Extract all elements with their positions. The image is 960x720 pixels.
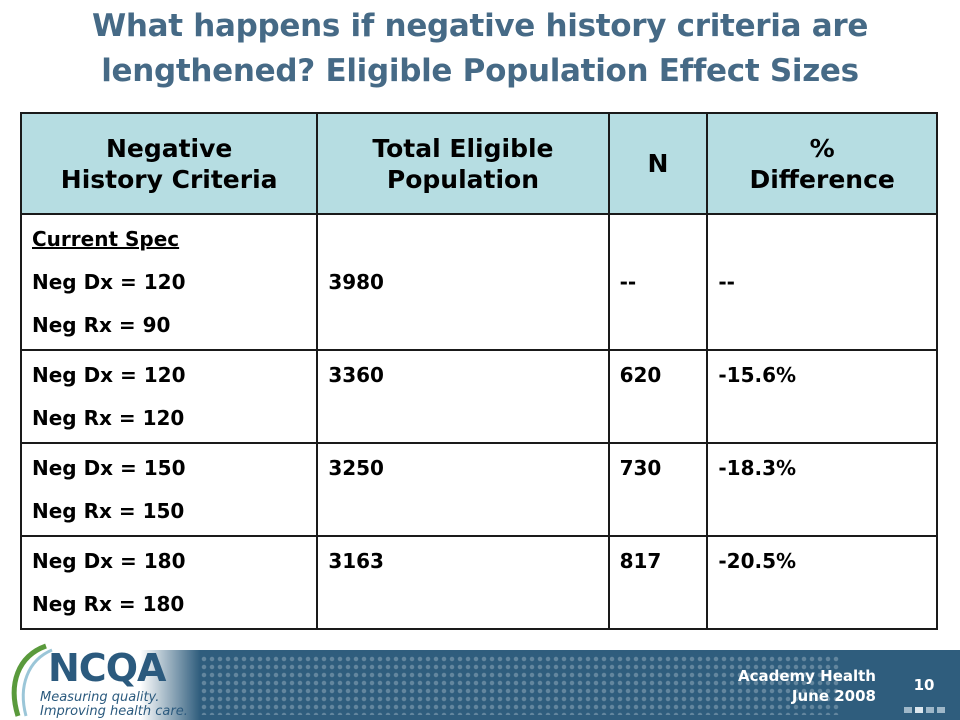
- header-population-line-2: Population: [386, 164, 539, 194]
- page-number: 10: [913, 676, 935, 694]
- population-cell: 3163: [316, 535, 610, 630]
- difference-cell: -15.6%: [706, 349, 938, 444]
- neg-rx-value: Neg Rx = 120: [32, 406, 185, 430]
- criteria-cell: Neg Dx = 120 Neg Rx = 120: [19, 349, 319, 444]
- footer-logo-backdrop: [0, 650, 200, 720]
- criteria-cell: Current Spec Neg Dx = 120 Neg Rx = 90: [19, 213, 319, 351]
- criteria-cell: Neg Dx = 180 Neg Rx = 180: [19, 535, 319, 630]
- header-percent-difference: % Difference: [706, 112, 938, 215]
- n-cell: 620: [607, 349, 709, 444]
- ncqa-logo: NCQA Measuring quality. Improving health…: [4, 640, 194, 720]
- table-row: Current Spec Neg Dx = 120 Neg Rx = 90 39…: [19, 213, 938, 351]
- criteria-cell: Neg Dx = 150 Neg Rx = 150: [19, 442, 319, 537]
- header-criteria-line-1: Negative: [105, 133, 233, 163]
- neg-dx-value: Neg Dx = 120: [32, 270, 186, 294]
- table-row: Neg Dx = 150 Neg Rx = 150 3250 730 -18.3…: [19, 442, 938, 537]
- n-cell: 817: [607, 535, 709, 630]
- table-header-row: Negative History Criteria Total Eligible…: [19, 112, 938, 215]
- slide-title-line-2: lengthened? Eligible Population Effect S…: [101, 53, 859, 89]
- footer-squares-icon: [904, 700, 948, 718]
- footer-date: June 2008: [791, 687, 876, 705]
- n-cell: 730: [607, 442, 709, 537]
- logo-tagline-2: Improving health care.: [40, 704, 188, 719]
- footer-dot-pattern: [200, 655, 840, 715]
- difference-cell: --: [706, 213, 938, 351]
- header-negative-history-criteria: Negative History Criteria: [19, 112, 319, 215]
- header-total-eligible-population: Total Eligible Population: [316, 112, 610, 215]
- footer-event: Academy Health: [737, 667, 876, 685]
- footer-event-info: Academy Health June 2008: [738, 666, 876, 706]
- neg-rx-value: Neg Rx = 150: [32, 499, 185, 523]
- population-cell: 3360: [316, 349, 610, 444]
- header-diff-line-2: Difference: [749, 164, 895, 194]
- logo-tagline-1: Measuring quality.: [40, 690, 160, 705]
- neg-rx-value: Neg Rx = 90: [32, 313, 171, 337]
- header-population-line-1: Total Eligible: [372, 133, 554, 163]
- header-diff-line-1: %: [809, 133, 835, 163]
- population-cell: 3250: [316, 442, 610, 537]
- table-row: Neg Dx = 180 Neg Rx = 180 3163 817 -20.5…: [19, 535, 938, 630]
- current-spec-label: Current Spec: [32, 227, 180, 251]
- neg-dx-value: Neg Dx = 180: [32, 549, 186, 573]
- slide-title: What happens if negative history criteri…: [0, 4, 960, 94]
- effect-size-table: Negative History Criteria Total Eligible…: [19, 112, 938, 630]
- difference-cell: -18.3%: [706, 442, 938, 537]
- neg-dx-value: Neg Dx = 120: [32, 363, 186, 387]
- header-n: N: [607, 112, 709, 215]
- population-cell: 3980: [316, 213, 610, 351]
- slide-title-line-1: What happens if negative history criteri…: [91, 8, 869, 44]
- n-cell: --: [607, 213, 709, 351]
- difference-cell: -20.5%: [706, 535, 938, 630]
- header-criteria-line-2: History Criteria: [60, 164, 278, 194]
- neg-rx-value: Neg Rx = 180: [32, 592, 185, 616]
- logo-wordmark: NCQA: [48, 646, 166, 690]
- table-row: Neg Dx = 120 Neg Rx = 120 3360 620 -15.6…: [19, 349, 938, 444]
- neg-dx-value: Neg Dx = 150: [32, 456, 186, 480]
- logo-swoosh-icon: [11, 643, 53, 717]
